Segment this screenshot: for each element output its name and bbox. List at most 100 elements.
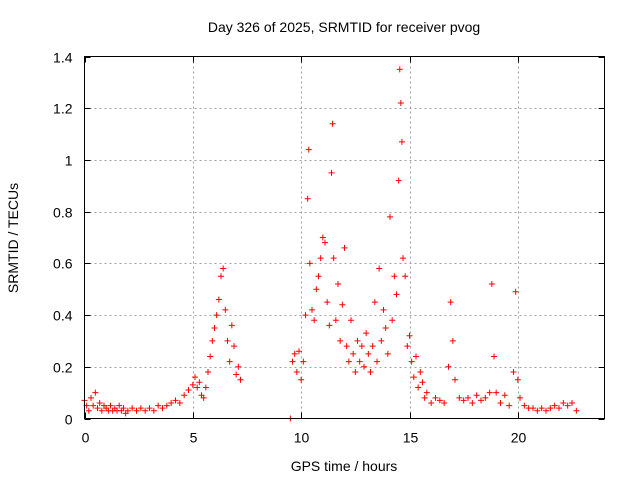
data-point [547, 405, 554, 412]
data-point [396, 66, 403, 73]
data-point [371, 299, 378, 306]
data-point [293, 368, 300, 375]
data-point [510, 368, 517, 375]
data-point [493, 389, 500, 396]
data-point [350, 350, 357, 357]
data-point [185, 387, 192, 394]
x-tick-label: 10 [294, 430, 310, 446]
data-point [289, 358, 296, 365]
data-point [220, 265, 227, 272]
data-point [96, 399, 103, 406]
data-point [445, 363, 452, 370]
x-tick-label: 0 [82, 430, 90, 446]
data-point [363, 330, 370, 337]
data-point [194, 384, 201, 391]
data-point [329, 120, 336, 127]
data-point [226, 358, 233, 365]
data-point [332, 317, 339, 324]
data-point [189, 381, 196, 388]
data-point [361, 363, 367, 370]
y-tick-label: 0.8 [53, 205, 73, 221]
data-point [168, 399, 175, 406]
data-point [137, 405, 144, 412]
data-point [497, 399, 504, 406]
data-point [384, 350, 391, 357]
data-point [367, 368, 374, 375]
plot-frame [84, 56, 605, 419]
data-point [400, 255, 406, 262]
data-point [142, 407, 149, 414]
data-point [348, 317, 354, 324]
data-point [432, 394, 439, 401]
data-point [538, 405, 545, 412]
data-point [354, 337, 361, 344]
data-point [521, 402, 528, 409]
data-point [404, 343, 411, 350]
data-point [335, 281, 341, 288]
data-point [107, 402, 114, 409]
data-point [233, 371, 240, 378]
data-point [556, 405, 562, 412]
data-point [305, 146, 312, 153]
data-point [88, 394, 94, 401]
data-point [291, 350, 298, 357]
data-point [207, 353, 214, 360]
data-point [155, 402, 162, 409]
data-point [235, 363, 242, 370]
data-point [300, 358, 307, 365]
data-point [419, 379, 426, 386]
y-tick-label: 0.2 [53, 360, 73, 376]
data-point [213, 312, 220, 319]
data-point [228, 322, 235, 329]
data-point [317, 255, 324, 262]
x-axis-title: GPS time / hours [291, 458, 398, 474]
data-point [343, 343, 350, 350]
data-point [202, 384, 209, 391]
data-point [129, 405, 136, 412]
data-point [551, 402, 558, 409]
data-point [90, 402, 97, 409]
data-point [530, 405, 536, 412]
axis-ticks [84, 56, 605, 420]
data-point [410, 374, 417, 381]
data-point [376, 265, 383, 272]
data-point [564, 402, 571, 409]
x-tick-label: 15 [403, 430, 419, 446]
data-point [389, 317, 396, 324]
data-point [447, 299, 454, 306]
data-point [408, 358, 415, 365]
data-point [85, 407, 92, 414]
data-point [506, 402, 513, 409]
data-point [449, 337, 456, 344]
y-tick-label: 1.4 [53, 50, 73, 66]
data-point [374, 358, 380, 365]
data-point [395, 177, 402, 184]
tick-labels: 0 0.2 0.4 0.6 0.8 1 1.2 1.4 0 5 10 15 20 [53, 50, 526, 446]
data-point [92, 389, 99, 396]
data-point [393, 291, 400, 298]
data-point [224, 337, 231, 344]
data-point [391, 273, 398, 280]
data-point [309, 306, 315, 313]
data-point [237, 376, 244, 383]
data-point [163, 402, 170, 409]
data-point [512, 288, 519, 295]
data-point [428, 399, 435, 406]
data-point [413, 353, 419, 360]
data-point [215, 296, 222, 303]
data-point [378, 337, 385, 344]
data-point [478, 397, 484, 404]
data-point [211, 325, 218, 331]
data-point [482, 394, 489, 401]
data-point [517, 394, 523, 401]
data-point [222, 306, 229, 313]
data-point [304, 195, 311, 202]
y-axis-title: SRMTID / TECUs [5, 183, 21, 293]
data-point [514, 376, 521, 383]
data-point [358, 343, 365, 350]
y-tick-label: 1.2 [53, 101, 73, 117]
grid-lines [84, 56, 605, 419]
data-point [146, 405, 153, 412]
y-tick-label: 0.6 [53, 256, 73, 272]
data-point [421, 394, 428, 401]
